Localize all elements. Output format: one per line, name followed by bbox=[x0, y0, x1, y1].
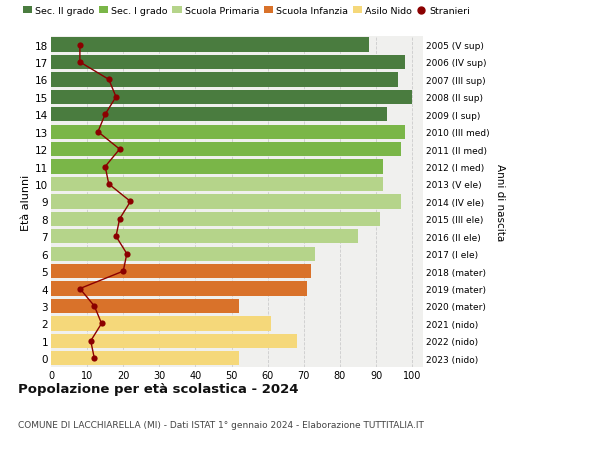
Point bbox=[122, 251, 131, 258]
Bar bbox=[51, 195, 401, 209]
Y-axis label: Anni di nascita: Anni di nascita bbox=[495, 163, 505, 241]
Point bbox=[125, 198, 135, 206]
Point bbox=[100, 112, 110, 119]
Bar bbox=[51, 299, 239, 313]
Point bbox=[111, 233, 121, 241]
Bar bbox=[51, 247, 314, 261]
Bar bbox=[51, 73, 398, 87]
Point bbox=[93, 129, 103, 136]
Point bbox=[111, 94, 121, 101]
Bar bbox=[51, 264, 311, 279]
Bar bbox=[51, 38, 369, 52]
Bar bbox=[51, 334, 296, 348]
Text: Popolazione per età scolastica - 2024: Popolazione per età scolastica - 2024 bbox=[18, 382, 299, 396]
Point bbox=[104, 181, 113, 188]
Bar bbox=[51, 317, 271, 331]
Bar bbox=[51, 230, 358, 244]
Point bbox=[115, 146, 124, 153]
Bar bbox=[51, 352, 239, 366]
Bar bbox=[51, 212, 380, 226]
Bar bbox=[51, 143, 401, 157]
Point bbox=[115, 216, 124, 223]
Bar bbox=[51, 282, 307, 296]
Point bbox=[104, 77, 113, 84]
Point bbox=[89, 355, 99, 362]
Point bbox=[75, 285, 85, 292]
Point bbox=[75, 42, 85, 49]
Text: COMUNE DI LACCHIARELLA (MI) - Dati ISTAT 1° gennaio 2024 - Elaborazione TUTTITAL: COMUNE DI LACCHIARELLA (MI) - Dati ISTAT… bbox=[18, 420, 424, 429]
Legend: Sec. II grado, Sec. I grado, Scuola Primaria, Scuola Infanzia, Asilo Nido, Stran: Sec. II grado, Sec. I grado, Scuola Prim… bbox=[23, 7, 470, 16]
Point bbox=[75, 59, 85, 67]
Point bbox=[100, 163, 110, 171]
Bar bbox=[51, 160, 383, 174]
Point bbox=[89, 302, 99, 310]
Bar bbox=[51, 90, 412, 105]
Point bbox=[86, 337, 95, 345]
Bar bbox=[51, 125, 405, 140]
Bar bbox=[51, 178, 383, 192]
Point bbox=[97, 320, 106, 327]
Y-axis label: Età alunni: Età alunni bbox=[21, 174, 31, 230]
Bar bbox=[51, 56, 405, 70]
Point bbox=[118, 268, 128, 275]
Bar bbox=[51, 108, 387, 122]
